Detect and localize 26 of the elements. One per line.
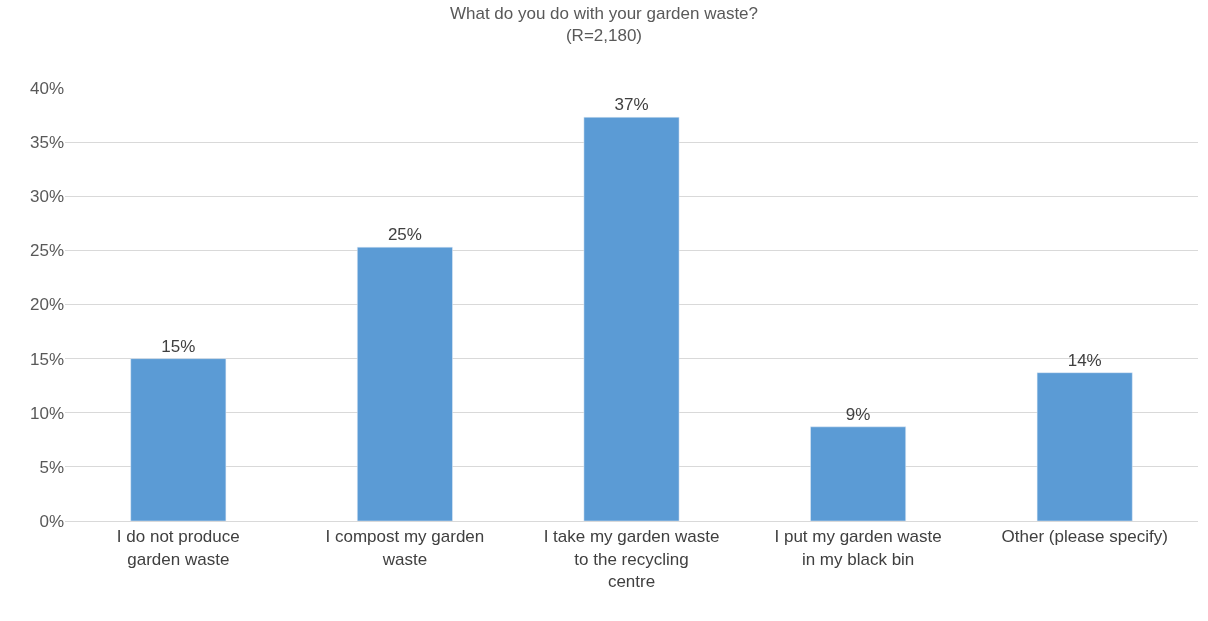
bar	[1036, 372, 1133, 521]
bar	[130, 358, 227, 521]
y-tick-label: 15%	[29, 349, 64, 369]
y-tick-label: 20%	[29, 295, 64, 315]
bar	[810, 426, 906, 521]
data-label: 37%	[614, 95, 649, 115]
data-label: 14%	[1067, 350, 1102, 370]
y-tick-label: 35%	[29, 133, 64, 153]
y-tick-label: 30%	[29, 187, 64, 207]
y-tick-label: 25%	[29, 241, 64, 261]
y-tick-label: 10%	[29, 403, 64, 423]
data-label: 15%	[161, 336, 196, 356]
y-tick-label: 5%	[39, 457, 64, 477]
x-tick-label: I do not produce garden waste	[116, 527, 240, 569]
y-tick-label: 40%	[29, 78, 64, 98]
chart-subtitle: (R=2,180)	[565, 25, 643, 45]
bar	[583, 116, 680, 521]
x-tick-label: Other (please specify)	[1001, 527, 1168, 547]
data-label: 9%	[845, 404, 871, 424]
y-tick-label: 0%	[39, 511, 64, 531]
data-label: 25%	[387, 225, 422, 245]
x-tick-label: I take my garden waste to the recycling centre	[543, 527, 720, 591]
x-tick-label: I put my garden waste in my black bin	[774, 527, 942, 569]
x-tick-label: I compost my garden waste	[325, 527, 485, 569]
chart-title: What do you do with your garden waste?	[449, 3, 759, 23]
bar	[357, 246, 453, 521]
